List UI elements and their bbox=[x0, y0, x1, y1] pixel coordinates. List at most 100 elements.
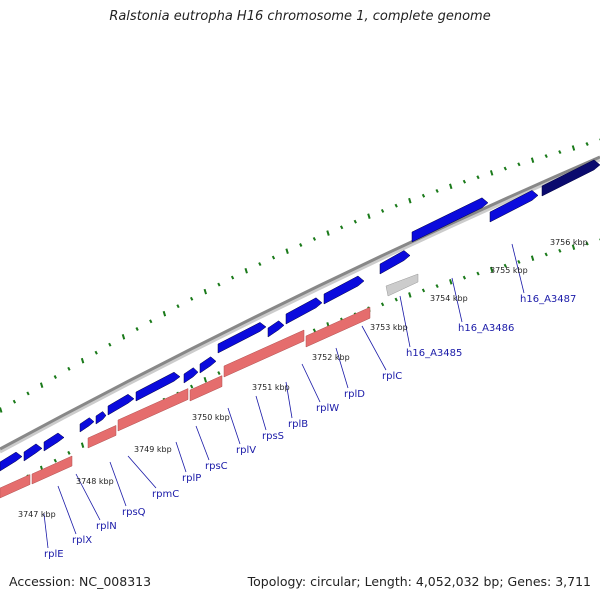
gene-arrow-forward bbox=[95, 411, 107, 425]
gc-tick bbox=[217, 282, 221, 287]
gene-arrow-reverse bbox=[117, 388, 189, 432]
gc-tick bbox=[585, 142, 589, 146]
gene-arrow-forward bbox=[135, 371, 181, 402]
map-title: Ralstonia eutropha H16 chromosome 1, com… bbox=[109, 9, 491, 24]
scale-label: 3754 kbp bbox=[430, 294, 468, 303]
gene-label: rplV bbox=[236, 445, 256, 456]
gc-tick bbox=[340, 225, 344, 230]
label-connector bbox=[227, 407, 241, 445]
scale-label: 3747 kbp bbox=[18, 510, 56, 519]
gene-label: rplP bbox=[182, 473, 201, 484]
gene-arrow-forward bbox=[79, 417, 95, 433]
gc-tick bbox=[0, 407, 3, 413]
gc-tick bbox=[489, 266, 494, 273]
gc-tick bbox=[203, 288, 208, 295]
gc-tick bbox=[408, 197, 412, 204]
gc-tick bbox=[299, 243, 303, 247]
gc-skew-ticks bbox=[0, 138, 600, 495]
gene-label: rpsC bbox=[205, 461, 228, 472]
scale-label: 3751 kbp bbox=[252, 383, 290, 392]
label-connector bbox=[57, 485, 77, 535]
gc-tick bbox=[394, 297, 398, 302]
gc-tick bbox=[503, 263, 507, 268]
gene-arrow-reverse bbox=[87, 425, 117, 449]
gc-tick bbox=[476, 175, 480, 180]
gene-arrow-reverse bbox=[305, 306, 371, 348]
gc-tick bbox=[80, 442, 85, 448]
gene-arrow-forward bbox=[541, 159, 600, 197]
gc-tick bbox=[544, 154, 548, 159]
gc-tick bbox=[530, 157, 535, 163]
gene-arrow-reverse bbox=[223, 329, 305, 378]
gc-tick bbox=[244, 267, 248, 274]
scale-label: 3755 kbp bbox=[490, 266, 528, 275]
gc-tick bbox=[162, 310, 167, 317]
label-connector bbox=[127, 455, 157, 489]
gene-label: rplE bbox=[44, 549, 64, 560]
gene-arrow-forward bbox=[43, 432, 65, 452]
label-connector bbox=[255, 395, 267, 431]
gc-tick bbox=[394, 203, 398, 208]
gene-arrow-forward bbox=[267, 320, 285, 338]
gc-tick bbox=[39, 382, 44, 389]
label-connector bbox=[75, 473, 101, 521]
gene-label: rplN bbox=[96, 521, 117, 532]
gene-arrow-pseudo bbox=[385, 273, 419, 297]
label-connector bbox=[43, 513, 49, 549]
gc-tick bbox=[435, 189, 439, 193]
scale-label: 3749 kbp bbox=[134, 445, 172, 454]
gc-tick bbox=[353, 219, 357, 224]
gene-label: rplX bbox=[72, 535, 92, 546]
gc-tick bbox=[26, 391, 30, 396]
gene-arrow-forward bbox=[323, 275, 365, 305]
gc-tick bbox=[530, 255, 535, 261]
label-connector bbox=[511, 243, 525, 294]
gc-tick bbox=[53, 375, 57, 379]
scale-label: 3753 kbp bbox=[370, 323, 408, 332]
gc-tick bbox=[271, 255, 276, 260]
backbone bbox=[0, 155, 600, 451]
scale-label: 3750 kbp bbox=[192, 413, 230, 422]
gene-label: rplB bbox=[288, 419, 308, 430]
gene-arrow-forward bbox=[489, 190, 539, 223]
label-connector bbox=[285, 381, 293, 419]
gc-tick bbox=[190, 296, 194, 301]
gc-tick bbox=[421, 288, 426, 293]
gc-tick bbox=[449, 183, 453, 190]
gc-tick bbox=[421, 193, 426, 198]
gc-tick bbox=[80, 357, 85, 364]
scale-label: 3756 kbp bbox=[550, 238, 588, 247]
gc-tick bbox=[585, 241, 589, 246]
gc-tick bbox=[258, 262, 262, 267]
label-connector bbox=[195, 425, 210, 461]
gc-tick bbox=[558, 150, 562, 154]
gc-tick bbox=[435, 284, 439, 289]
gene-arrow-forward bbox=[379, 250, 411, 275]
gc-tick bbox=[449, 278, 453, 285]
scale-label: 3748 kbp bbox=[76, 477, 114, 486]
gc-tick bbox=[380, 302, 385, 307]
gc-tick bbox=[571, 244, 576, 250]
gc-tick bbox=[67, 450, 71, 455]
gc-tick bbox=[67, 366, 71, 371]
gene-track bbox=[0, 159, 600, 499]
gene-label: h16_A3486 bbox=[458, 323, 514, 334]
gc-tick bbox=[53, 458, 57, 463]
gene-label: rpsS bbox=[262, 431, 284, 442]
gc-tick bbox=[558, 248, 562, 253]
gc-tick bbox=[462, 275, 467, 280]
accession-text: Accession: NC_008313 bbox=[9, 574, 152, 589]
gc-tick bbox=[149, 319, 153, 324]
gc-tick bbox=[108, 342, 112, 347]
gene-label: rplW bbox=[316, 403, 339, 414]
label-connectors bbox=[43, 243, 525, 549]
label-connector bbox=[361, 325, 387, 371]
gene-arrow-reverse bbox=[0, 474, 31, 499]
gc-tick bbox=[121, 334, 126, 340]
gene-arrow-reverse bbox=[31, 455, 73, 485]
label-connector bbox=[399, 295, 411, 348]
gene-label: h16_A3487 bbox=[520, 294, 576, 305]
gene-label: rplD bbox=[344, 389, 365, 400]
gc-tick bbox=[94, 350, 98, 355]
